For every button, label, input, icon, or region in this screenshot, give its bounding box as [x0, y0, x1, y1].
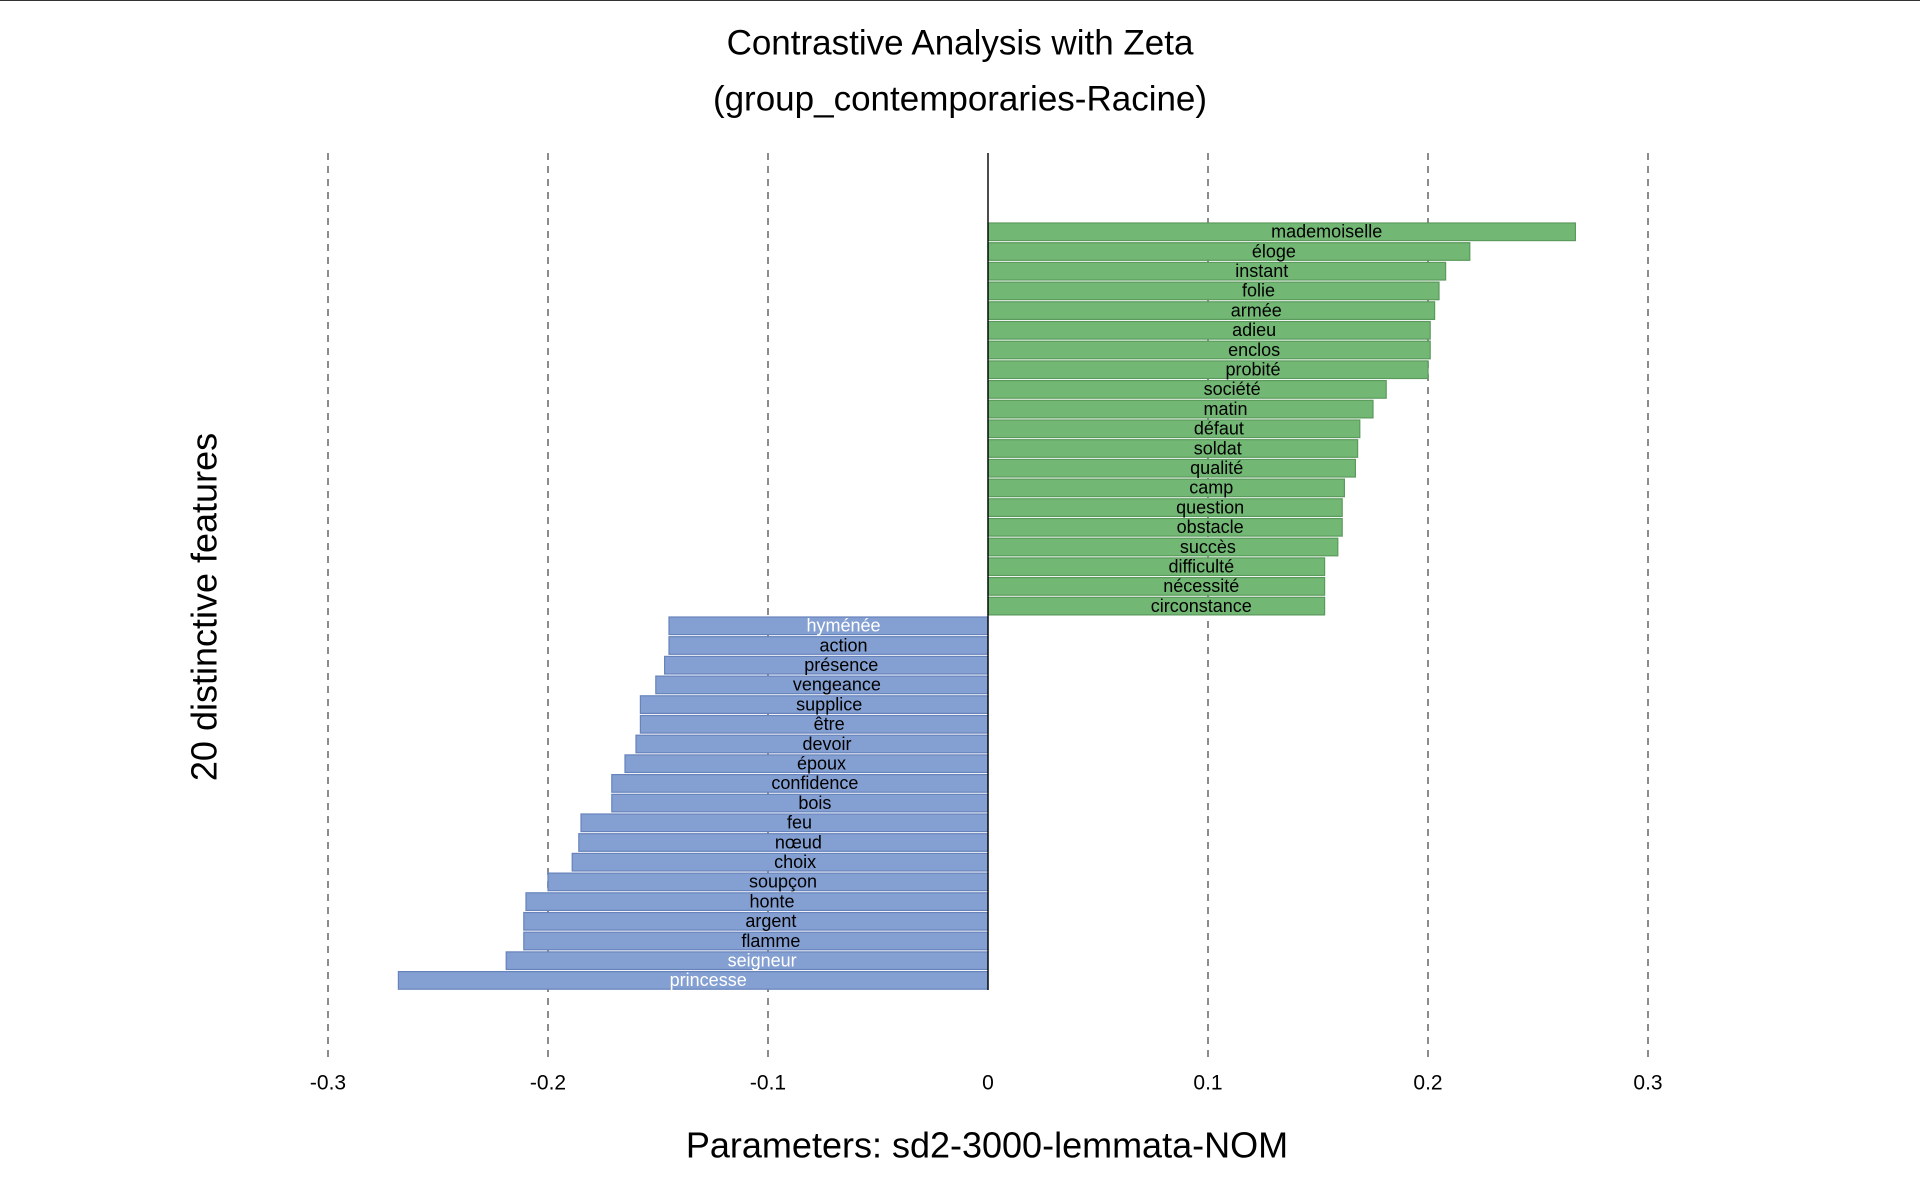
bar [987, 419, 1361, 439]
bar-label: difficulté [1168, 556, 1234, 576]
bar-label: soupçon [749, 872, 817, 892]
chart-subtitle: (group_contemporaries-Racine) [713, 79, 1207, 118]
bar-label: choix [774, 852, 816, 872]
y-axis-title: 20 distinctive features [184, 433, 225, 781]
x-tick-label: 0.2 [1413, 1072, 1442, 1095]
bar-label: flamme [741, 931, 800, 951]
x-tick-label: 0.1 [1193, 1072, 1222, 1095]
bar [580, 813, 989, 833]
bar-label: instant [1235, 261, 1288, 281]
x-axis-title: Parameters: sd2-3000-lemmata-NOM [686, 1125, 1288, 1166]
x-tick-label: -0.2 [530, 1072, 566, 1095]
bar-label: armée [1231, 300, 1282, 320]
bar-label: éloge [1252, 241, 1296, 261]
bar-label: honte [749, 891, 794, 911]
bar-label: être [814, 714, 845, 734]
chart-title: Contrastive Analysis with Zeta [727, 23, 1194, 62]
bar-label: devoir [802, 734, 851, 754]
bar [987, 399, 1374, 419]
bar-label: défaut [1194, 419, 1244, 439]
bar-label: probité [1225, 359, 1280, 379]
bar-label: hyménée [806, 616, 880, 636]
bar-label: enclos [1228, 340, 1280, 360]
bar-label: seigneur [728, 950, 797, 970]
bar-label: obstacle [1177, 517, 1244, 537]
top-border [0, 0, 1920, 1]
bar-label: confidence [771, 773, 858, 793]
bar [987, 301, 1436, 320]
bar-label: camp [1189, 478, 1233, 498]
bar-label: vengeance [793, 675, 881, 695]
bar-label: soldat [1194, 438, 1242, 458]
bar [987, 281, 1440, 301]
bar [987, 380, 1387, 399]
x-tick-label: -0.3 [310, 1072, 346, 1095]
x-tick-label: 0.3 [1633, 1072, 1662, 1095]
bar-label: princesse [670, 970, 747, 990]
bar-label: époux [797, 753, 846, 773]
bar-label: mademoiselle [1271, 222, 1382, 242]
bar-label: feu [787, 813, 812, 833]
bar [987, 458, 1356, 478]
bar-label: bois [798, 793, 831, 813]
bar [987, 360, 1429, 380]
bar-label: matin [1203, 399, 1247, 419]
bar [987, 498, 1343, 517]
bar-label: succès [1180, 537, 1236, 557]
bar-label: question [1176, 497, 1244, 517]
bar-label: adieu [1232, 320, 1276, 340]
bar-label: supplice [796, 694, 862, 714]
bar-label: qualité [1190, 458, 1243, 478]
bar [987, 340, 1431, 360]
x-tick-label: -0.1 [750, 1072, 786, 1095]
bar [987, 478, 1345, 498]
bar [987, 439, 1359, 458]
bar-label: argent [745, 911, 796, 931]
bar [987, 261, 1447, 281]
bar-label: nœud [775, 832, 822, 852]
bar-label: action [819, 635, 867, 655]
x-tick-labels: -0.3 -0.2 -0.1 0 0.1 0.2 0.3 [310, 1072, 1663, 1095]
bar-label: folie [1242, 281, 1275, 301]
bar [987, 242, 1471, 261]
bar [987, 537, 1339, 557]
bar-label: nécessité [1163, 576, 1239, 596]
bar [987, 320, 1431, 340]
bar-label: présence [804, 655, 878, 675]
x-tick-label: 0 [982, 1072, 994, 1095]
bar-labels: mademoiselleélogeinstantfoliearméeadieue… [670, 222, 1383, 991]
bar-label: société [1204, 379, 1261, 399]
bar [987, 517, 1343, 537]
bar-label: circonstance [1151, 596, 1252, 616]
bar [987, 576, 1326, 596]
bar [987, 557, 1326, 577]
bars [397, 222, 1577, 990]
